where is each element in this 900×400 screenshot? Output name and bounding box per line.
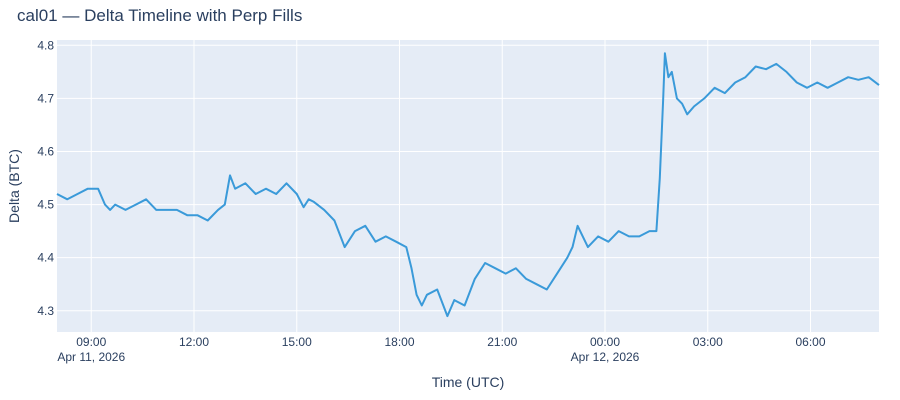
x-tick-label: 06:00 bbox=[795, 335, 825, 349]
y-tick-label: 4.5 bbox=[37, 198, 54, 212]
x-gridlines bbox=[90, 40, 811, 332]
x-tick-label: 03:00 bbox=[693, 335, 723, 349]
x-tick-label: 21:00 bbox=[487, 335, 517, 349]
y-tick-labels: 4.3 4.4 4.5 4.6 4.7 4.8 bbox=[37, 38, 54, 317]
y-tick-label: 4.3 bbox=[37, 304, 54, 318]
x-tick-label: 15:00 bbox=[282, 335, 312, 349]
y-tick-label: 4.6 bbox=[37, 144, 54, 158]
x-tick-label: 18:00 bbox=[384, 335, 414, 349]
x-axis-title: Time (UTC) bbox=[432, 374, 505, 390]
delta-series-line[interactable] bbox=[56, 52, 880, 318]
y-tick-label: 4.7 bbox=[37, 91, 54, 105]
chart-title: cal01 — Delta Timeline with Perp Fills bbox=[17, 6, 302, 25]
y-tick-label: 4.8 bbox=[37, 38, 54, 52]
y-axis-title: Delta (BTC) bbox=[6, 149, 22, 223]
x-tick-label: 12:00 bbox=[179, 335, 209, 349]
x-tick-date-label: Apr 12, 2026 bbox=[571, 350, 640, 364]
y-tick-label: 4.4 bbox=[37, 251, 54, 265]
x-tick-date-label: Apr 11, 2026 bbox=[57, 350, 125, 364]
plot-area[interactable] bbox=[57, 40, 879, 332]
x-tick-label: 09:00 bbox=[76, 335, 106, 349]
x-tick-label: 00:00 bbox=[590, 335, 620, 349]
